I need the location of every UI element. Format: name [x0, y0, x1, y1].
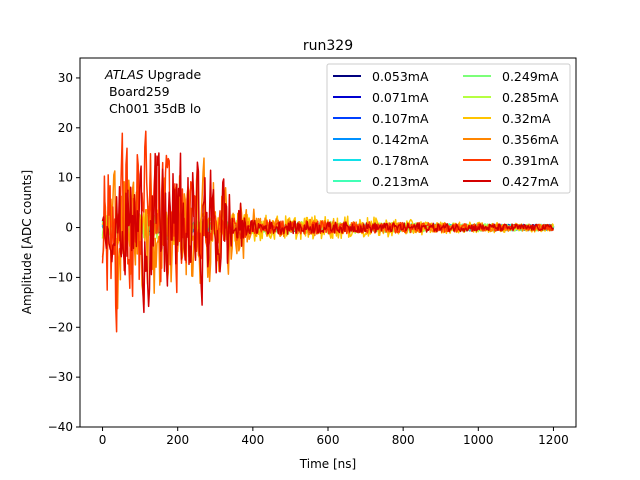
x-tick-label: 1200 [538, 433, 569, 447]
legend-label: 0.427mA [502, 174, 559, 189]
legend-label: 0.356mA [502, 132, 559, 147]
y-tick-label: 10 [58, 171, 73, 185]
x-axis-label: Time [ns] [299, 457, 356, 471]
y-axis-ticks: −40 −30 −20 −10 0 10 20 30 [48, 71, 80, 434]
legend-label: 0.32mA [502, 111, 551, 126]
x-tick-label: 600 [317, 433, 340, 447]
atlas-annotation: ATLAS Upgrade Board259 Ch001 35dB lo [104, 67, 201, 116]
legend-label: 0.213mA [372, 174, 429, 189]
y-tick-label: −10 [48, 270, 73, 284]
y-tick-label: 0 [65, 221, 73, 235]
y-tick-label: −20 [48, 320, 73, 334]
y-tick-label: −40 [48, 420, 73, 434]
legend-label: 0.071mA [372, 90, 429, 105]
legend-label: 0.053mA [372, 69, 429, 84]
legend-label: 0.178mA [372, 153, 429, 168]
x-axis-ticks: 0 200 400 600 800 1000 1200 [99, 427, 569, 447]
annotation-line: ATLAS Upgrade [104, 67, 201, 82]
y-tick-label: −30 [48, 370, 73, 384]
legend-label: 0.285mA [502, 90, 559, 105]
x-tick-label: 200 [166, 433, 189, 447]
legend-frame [326, 63, 571, 194]
x-tick-label: 400 [241, 433, 264, 447]
series-line [101, 152, 554, 314]
legend-label: 0.107mA [372, 111, 429, 126]
series-layer [101, 130, 555, 333]
x-tick-label: 1000 [463, 433, 494, 447]
y-tick-label: 30 [58, 71, 73, 85]
y-axis-label: Amplitude [ADC counts] [20, 170, 34, 314]
annotation-line: Board259 [109, 84, 170, 99]
x-tick-label: 0 [99, 433, 107, 447]
y-tick-label: 20 [58, 121, 73, 135]
chart-title: run329 [303, 38, 353, 54]
annotation-line: Ch001 35dB lo [109, 101, 201, 116]
x-tick-label: 800 [392, 433, 415, 447]
legend-label: 0.249mA [502, 69, 559, 84]
legend-label: 0.142mA [372, 132, 429, 147]
legend-label: 0.391mA [502, 153, 559, 168]
legend: 0.053mA 0.071mA 0.107mA 0.142mA 0.178mA 0.213… [326, 63, 571, 194]
